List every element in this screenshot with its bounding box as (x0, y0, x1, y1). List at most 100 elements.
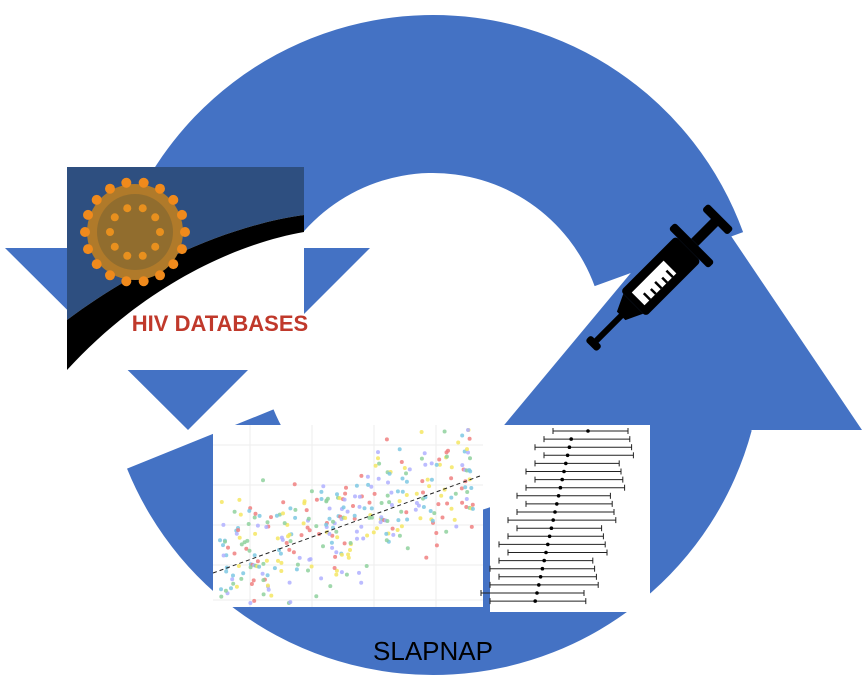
scatter-point (329, 540, 334, 545)
scatter-point (255, 523, 260, 528)
scatter-point (465, 490, 470, 494)
scatter-point (466, 428, 470, 432)
scatter-point (231, 573, 235, 578)
spike (138, 204, 147, 213)
scatter-point (253, 511, 258, 516)
scatter-point (444, 454, 449, 459)
scatter-point (281, 500, 286, 505)
scatter-point (223, 588, 228, 593)
scatter-point (279, 560, 284, 565)
scatter-point (288, 506, 293, 511)
estimate (586, 429, 590, 433)
scatter-point (439, 493, 444, 498)
scatter-point (385, 493, 390, 498)
plunger-cap (703, 204, 733, 234)
scatter-point (376, 456, 380, 461)
syringe-hub (616, 293, 644, 321)
scatter-point (400, 476, 405, 481)
scatter-point (397, 533, 402, 538)
scatter-point (230, 577, 235, 582)
spike (138, 177, 149, 188)
scatter-point (466, 450, 470, 455)
scale-marks (642, 269, 674, 301)
estimate (538, 575, 543, 579)
scatter-point (219, 500, 224, 504)
scatter-point (218, 538, 222, 543)
estimate (564, 461, 568, 466)
scatter-point (354, 483, 359, 488)
scatter-point (306, 516, 311, 521)
scatter-point (344, 572, 349, 577)
scatter-point (287, 547, 292, 552)
scatter-point (468, 469, 473, 474)
scatter-point (232, 509, 237, 514)
scatter-point (280, 537, 285, 542)
scatter-thumbnail (212, 425, 483, 607)
scatter-point (357, 494, 362, 499)
scatter-point (301, 521, 306, 526)
scatter-point (246, 522, 251, 526)
scatter-point (234, 531, 239, 536)
estimate (551, 518, 555, 522)
scatter-point (454, 524, 459, 529)
scatter-point (364, 564, 369, 568)
spike (121, 177, 132, 188)
scatter-point (321, 544, 325, 549)
estimate (549, 526, 554, 530)
logo-swoosh (67, 215, 304, 370)
plunger (691, 217, 720, 246)
scatter-point (384, 538, 389, 543)
scatter-point (257, 513, 262, 518)
spike (106, 228, 114, 236)
scatter-point (437, 462, 442, 467)
spike (110, 213, 119, 222)
scatter-point (385, 519, 390, 523)
scatter-point (231, 581, 236, 586)
scatter-point (274, 513, 279, 518)
scatter-point (319, 489, 324, 494)
scatter-point (335, 492, 339, 497)
estimate (553, 510, 557, 514)
scatter-point (278, 551, 283, 556)
scatter-point (324, 522, 329, 527)
spike (151, 242, 160, 251)
scatter-point (434, 462, 439, 467)
scatter-point (459, 486, 464, 491)
scatter-point (402, 466, 407, 470)
scatter-point (404, 510, 409, 515)
scatter-point (421, 505, 426, 509)
scatter-point (354, 529, 359, 534)
scatter-point (359, 580, 364, 585)
scatter-point (253, 531, 258, 536)
scatter-point (366, 482, 371, 487)
scatter-point (369, 506, 374, 511)
scatter-point (352, 513, 357, 518)
scatter-point (395, 489, 400, 494)
scatter-point (261, 578, 266, 583)
spike (80, 227, 90, 237)
scatter-point (460, 500, 465, 505)
scatter-point (468, 456, 472, 461)
scatter-point (367, 500, 372, 505)
scatter-point (389, 503, 394, 507)
scatter-point (470, 502, 475, 507)
scatter-point (334, 529, 339, 534)
scatter-point (422, 451, 427, 456)
scatter-point (374, 526, 379, 531)
scatter-point (342, 541, 347, 546)
scatter-point (429, 477, 434, 482)
scatter-point (341, 505, 346, 510)
scatter-point (221, 553, 226, 558)
scatter-point (369, 484, 374, 489)
scatter-point (294, 567, 299, 572)
scatter-point (430, 518, 435, 523)
scatter-point (295, 562, 300, 567)
scatter-point (257, 564, 262, 569)
scatter-point (331, 519, 335, 524)
scatter-point (327, 506, 332, 511)
scatter-point (281, 511, 285, 516)
scatter-point (414, 491, 419, 496)
scatter-point (357, 504, 362, 509)
scatter-point (330, 545, 335, 550)
